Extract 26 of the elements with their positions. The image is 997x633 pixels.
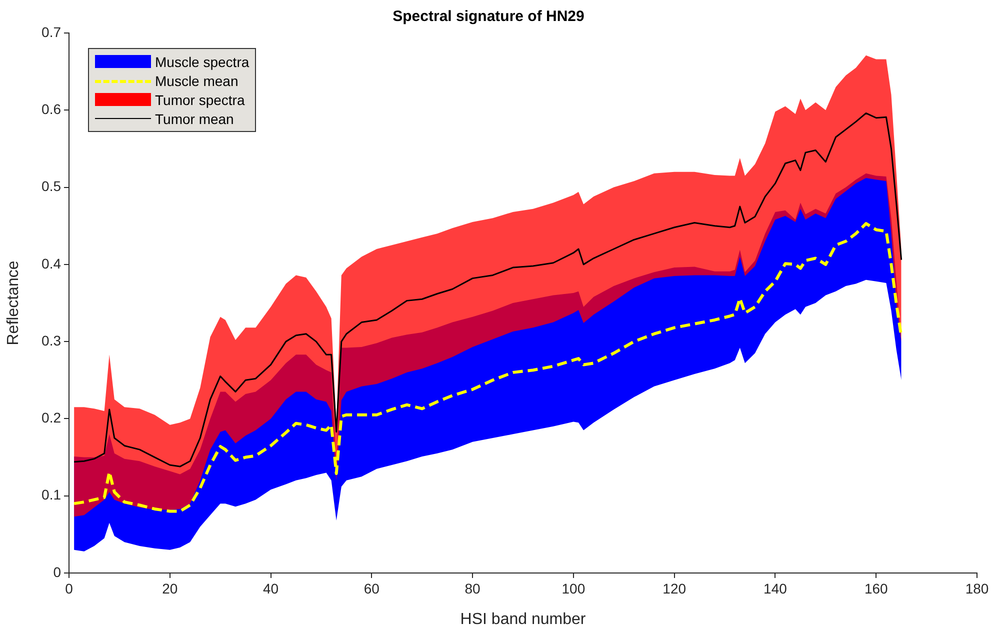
legend-label: Tumor spectra xyxy=(155,92,245,108)
legend-label: Muscle mean xyxy=(155,72,238,88)
x-tick-label: 140 xyxy=(764,580,788,596)
x-tick-label: 20 xyxy=(162,580,178,596)
x-tick-label: 120 xyxy=(662,580,686,596)
y-tick-label: 0.4 xyxy=(42,255,62,272)
x-tick-label: 0 xyxy=(65,580,74,596)
y-axis-title: Reflectance xyxy=(5,260,22,346)
y-tick-label: 0.3 xyxy=(42,332,62,348)
legend-label: Muscle spectra xyxy=(155,54,250,70)
y-tick-label: 0.5 xyxy=(42,178,62,194)
y-tick-label: 0.2 xyxy=(42,410,62,426)
x-tick-label: 60 xyxy=(364,580,380,596)
chart-title: Spectral signature of HN29 xyxy=(392,8,584,26)
legend-label: Tumor mean xyxy=(155,110,234,126)
x-tick-label: 100 xyxy=(562,580,586,596)
x-tick-label: 180 xyxy=(965,580,989,596)
y-tick-label: 0.7 xyxy=(42,24,62,40)
x-tick-label: 80 xyxy=(464,580,481,596)
x-tick-label: 40 xyxy=(262,580,279,596)
y-tick-label: 0.1 xyxy=(42,486,62,503)
x-axis-title: HSI band number xyxy=(460,610,586,628)
y-tick-label: 0.6 xyxy=(42,101,62,117)
y-tick-label: 0 xyxy=(53,564,62,580)
x-tick-label: 160 xyxy=(864,580,888,596)
line-series xyxy=(72,222,903,513)
